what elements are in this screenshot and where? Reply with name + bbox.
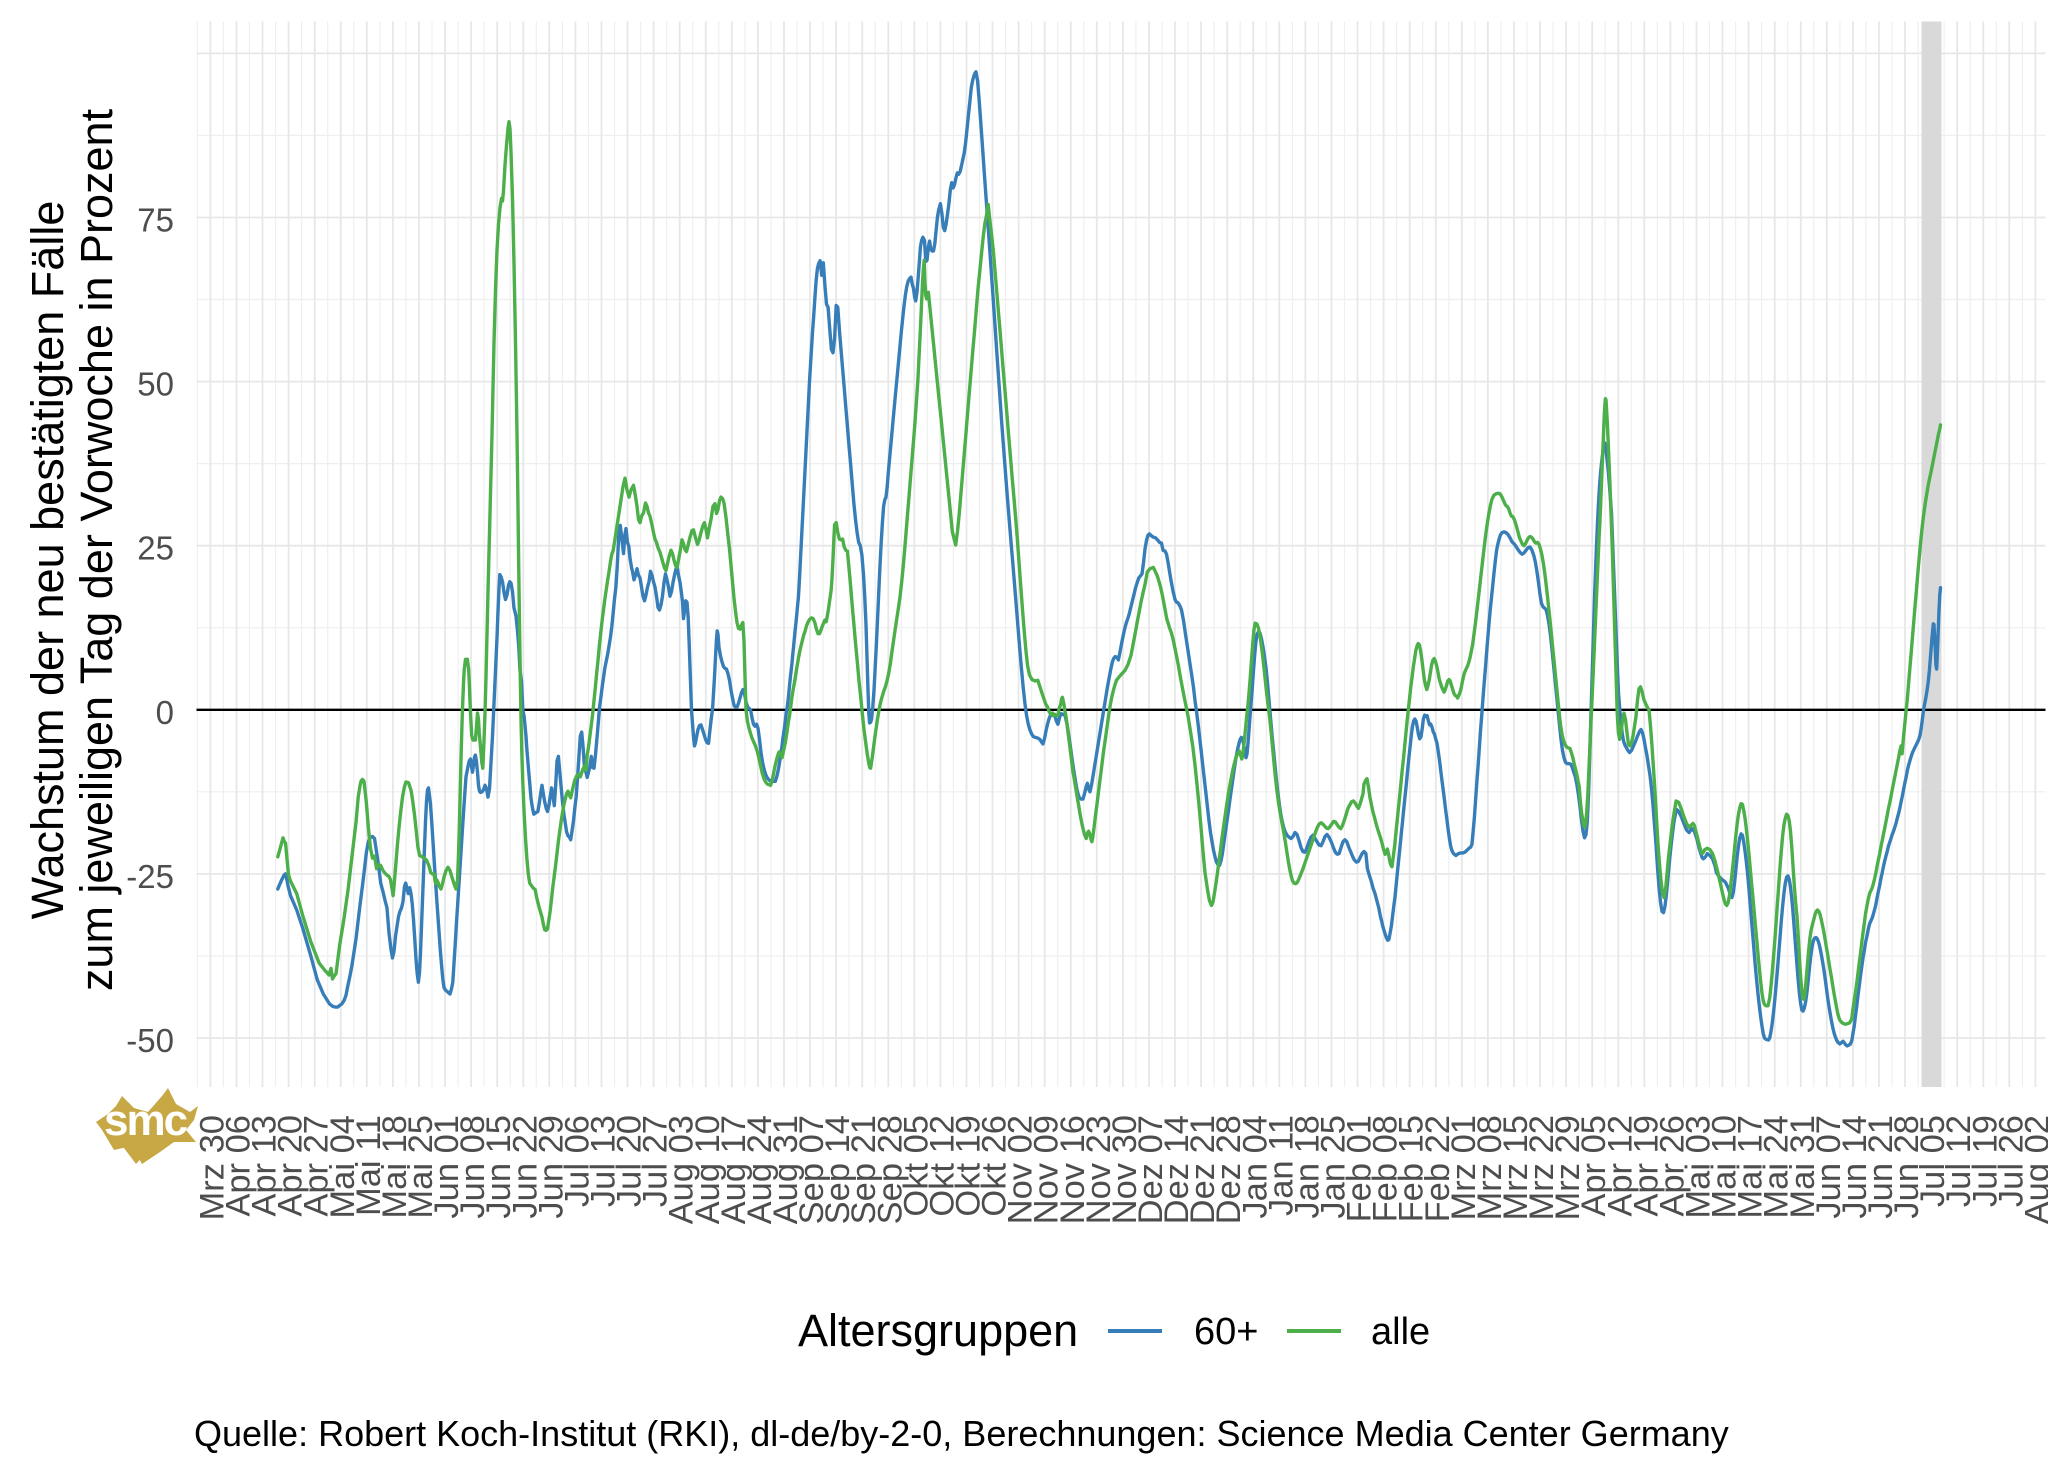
svg-text:Mai 03: Mai 03 — [1680, 1115, 1718, 1219]
svg-text:Mrz 01: Mrz 01 — [1445, 1115, 1483, 1220]
svg-text:Mai 10: Mai 10 — [1706, 1115, 1744, 1219]
svg-text:Apr 06: Apr 06 — [220, 1115, 258, 1217]
svg-text:Mrz 30: Mrz 30 — [193, 1115, 231, 1220]
svg-text:Aug 17: Aug 17 — [715, 1115, 753, 1224]
svg-text:75: 75 — [137, 202, 174, 239]
svg-text:Aug 24: Aug 24 — [741, 1115, 779, 1224]
svg-text:Apr 12: Apr 12 — [1601, 1115, 1639, 1217]
svg-text:Sep 21: Sep 21 — [845, 1115, 883, 1224]
svg-text:Jun 22: Jun 22 — [506, 1115, 544, 1219]
svg-text:Mrz 29: Mrz 29 — [1549, 1115, 1587, 1220]
svg-text:-50: -50 — [126, 1022, 174, 1059]
svg-text:Jun 29: Jun 29 — [532, 1115, 570, 1219]
svg-text:Jul 12: Jul 12 — [1940, 1115, 1978, 1207]
svg-text:Jun 08: Jun 08 — [454, 1115, 492, 1219]
svg-text:Sep 28: Sep 28 — [871, 1115, 909, 1224]
svg-text:Aug 10: Aug 10 — [689, 1115, 727, 1224]
svg-text:Jul 19: Jul 19 — [1966, 1115, 2004, 1207]
svg-text:Dez 07: Dez 07 — [1132, 1115, 1170, 1224]
svg-text:Mai 18: Mai 18 — [376, 1115, 414, 1219]
svg-text:Wachstum der neu bestätigten F: Wachstum der neu bestätigten Fälle — [22, 201, 73, 920]
svg-text:Jan 04: Jan 04 — [1236, 1115, 1274, 1219]
svg-text:zum jeweiligen Tag der Vorwoch: zum jeweiligen Tag der Vorwoche in Proze… — [71, 108, 122, 991]
svg-text:Aug 31: Aug 31 — [767, 1115, 805, 1224]
svg-text:Nov 16: Nov 16 — [1054, 1115, 1092, 1224]
svg-text:Apr 20: Apr 20 — [272, 1115, 310, 1217]
svg-text:Quelle: Robert Koch-Institut (: Quelle: Robert Koch-Institut (RKI), dl-d… — [194, 1413, 1729, 1454]
svg-text:Apr 27: Apr 27 — [298, 1115, 336, 1217]
svg-text:Dez 28: Dez 28 — [1210, 1115, 1248, 1224]
svg-text:Apr 26: Apr 26 — [1653, 1115, 1691, 1217]
svg-text:Mrz 08: Mrz 08 — [1471, 1115, 1509, 1220]
svg-text:Mai 25: Mai 25 — [402, 1115, 440, 1219]
svg-text:Jul 20: Jul 20 — [611, 1115, 649, 1207]
svg-text:Aug 02: Aug 02 — [2018, 1115, 2048, 1224]
svg-text:Feb 08: Feb 08 — [1367, 1115, 1405, 1222]
svg-text:Mrz 15: Mrz 15 — [1497, 1115, 1535, 1220]
svg-text:Jun 21: Jun 21 — [1862, 1115, 1900, 1219]
svg-text:Jul 06: Jul 06 — [558, 1115, 596, 1207]
svg-text:Apr 13: Apr 13 — [246, 1115, 284, 1217]
svg-text:Jan 18: Jan 18 — [1288, 1115, 1326, 1219]
svg-text:Dez 21: Dez 21 — [1184, 1115, 1222, 1224]
svg-text:Okt 05: Okt 05 — [897, 1115, 935, 1217]
svg-text:Jun 07: Jun 07 — [1810, 1115, 1848, 1219]
svg-text:Nov 23: Nov 23 — [1080, 1115, 1118, 1224]
svg-text:Jan 11: Jan 11 — [1262, 1115, 1300, 1216]
svg-text:60+: 60+ — [1194, 1311, 1258, 1353]
svg-text:25: 25 — [137, 530, 174, 567]
svg-text:-25: -25 — [126, 858, 174, 895]
svg-text:Jun 14: Jun 14 — [1836, 1115, 1874, 1219]
svg-text:Mai 24: Mai 24 — [1758, 1115, 1796, 1219]
svg-text:Sep 14: Sep 14 — [819, 1115, 857, 1224]
svg-text:50: 50 — [137, 366, 174, 403]
svg-text:Mrz 22: Mrz 22 — [1523, 1115, 1561, 1220]
svg-text:Altersgruppen: Altersgruppen — [798, 1305, 1078, 1356]
svg-text:Jul 27: Jul 27 — [637, 1115, 675, 1207]
svg-text:Sep 07: Sep 07 — [793, 1115, 831, 1224]
svg-text:Jun 01: Jun 01 — [428, 1115, 466, 1219]
svg-text:Jan 25: Jan 25 — [1315, 1115, 1353, 1219]
svg-text:Feb 22: Feb 22 — [1419, 1115, 1457, 1222]
svg-text:Mai 17: Mai 17 — [1732, 1115, 1770, 1219]
svg-text:Mai 11: Mai 11 — [350, 1115, 388, 1216]
svg-text:Feb 15: Feb 15 — [1393, 1115, 1431, 1222]
svg-text:Jun 28: Jun 28 — [1888, 1115, 1926, 1219]
svg-text:Okt 26: Okt 26 — [976, 1115, 1014, 1217]
svg-text:Okt 12: Okt 12 — [923, 1115, 961, 1217]
svg-text:Nov 09: Nov 09 — [1028, 1115, 1066, 1224]
svg-text:Nov 02: Nov 02 — [1002, 1115, 1040, 1224]
svg-text:Dez 14: Dez 14 — [1158, 1115, 1196, 1224]
svg-text:Okt 19: Okt 19 — [950, 1115, 988, 1217]
svg-text:Jul 26: Jul 26 — [1992, 1115, 2030, 1207]
svg-text:0: 0 — [156, 694, 174, 731]
svg-text:Nov 30: Nov 30 — [1106, 1115, 1144, 1224]
svg-text:Feb 01: Feb 01 — [1341, 1115, 1379, 1222]
svg-text:Mai 31: Mai 31 — [1784, 1115, 1822, 1219]
svg-text:Jul 05: Jul 05 — [1914, 1115, 1952, 1207]
svg-text:Apr 05: Apr 05 — [1575, 1115, 1613, 1217]
svg-text:Mai 04: Mai 04 — [324, 1115, 362, 1219]
svg-text:Jun 15: Jun 15 — [480, 1115, 518, 1219]
svg-text:smc: smc — [104, 1096, 188, 1145]
svg-text:Jul 13: Jul 13 — [585, 1115, 623, 1207]
svg-text:Apr 19: Apr 19 — [1627, 1115, 1665, 1217]
svg-text:alle: alle — [1371, 1311, 1430, 1353]
svg-text:Aug 03: Aug 03 — [663, 1115, 701, 1224]
